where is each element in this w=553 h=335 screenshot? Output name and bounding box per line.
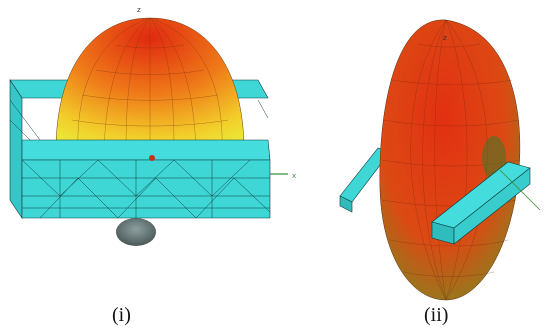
feed-point: [149, 155, 155, 161]
substrate-mesh: [9, 99, 271, 219]
z-axis-label-ii: z: [443, 34, 447, 42]
panel-ii: z: [339, 19, 541, 301]
x-axis-label: x: [292, 172, 296, 180]
substrate-slab-top: [21, 139, 271, 161]
caption-panel-ii: (ii): [424, 304, 449, 326]
substrate-slab-front: [21, 159, 271, 219]
back-lobe: [116, 218, 156, 246]
feed-line: [499, 169, 541, 211]
caption-panel-i: (i): [112, 304, 131, 326]
substrate-back-side: [339, 195, 353, 213]
panel-i: x z: [9, 6, 296, 246]
substrate-front-edge: [453, 167, 531, 245]
z-axis-label-i: z: [137, 6, 141, 14]
substrate-front: [9, 79, 23, 219]
